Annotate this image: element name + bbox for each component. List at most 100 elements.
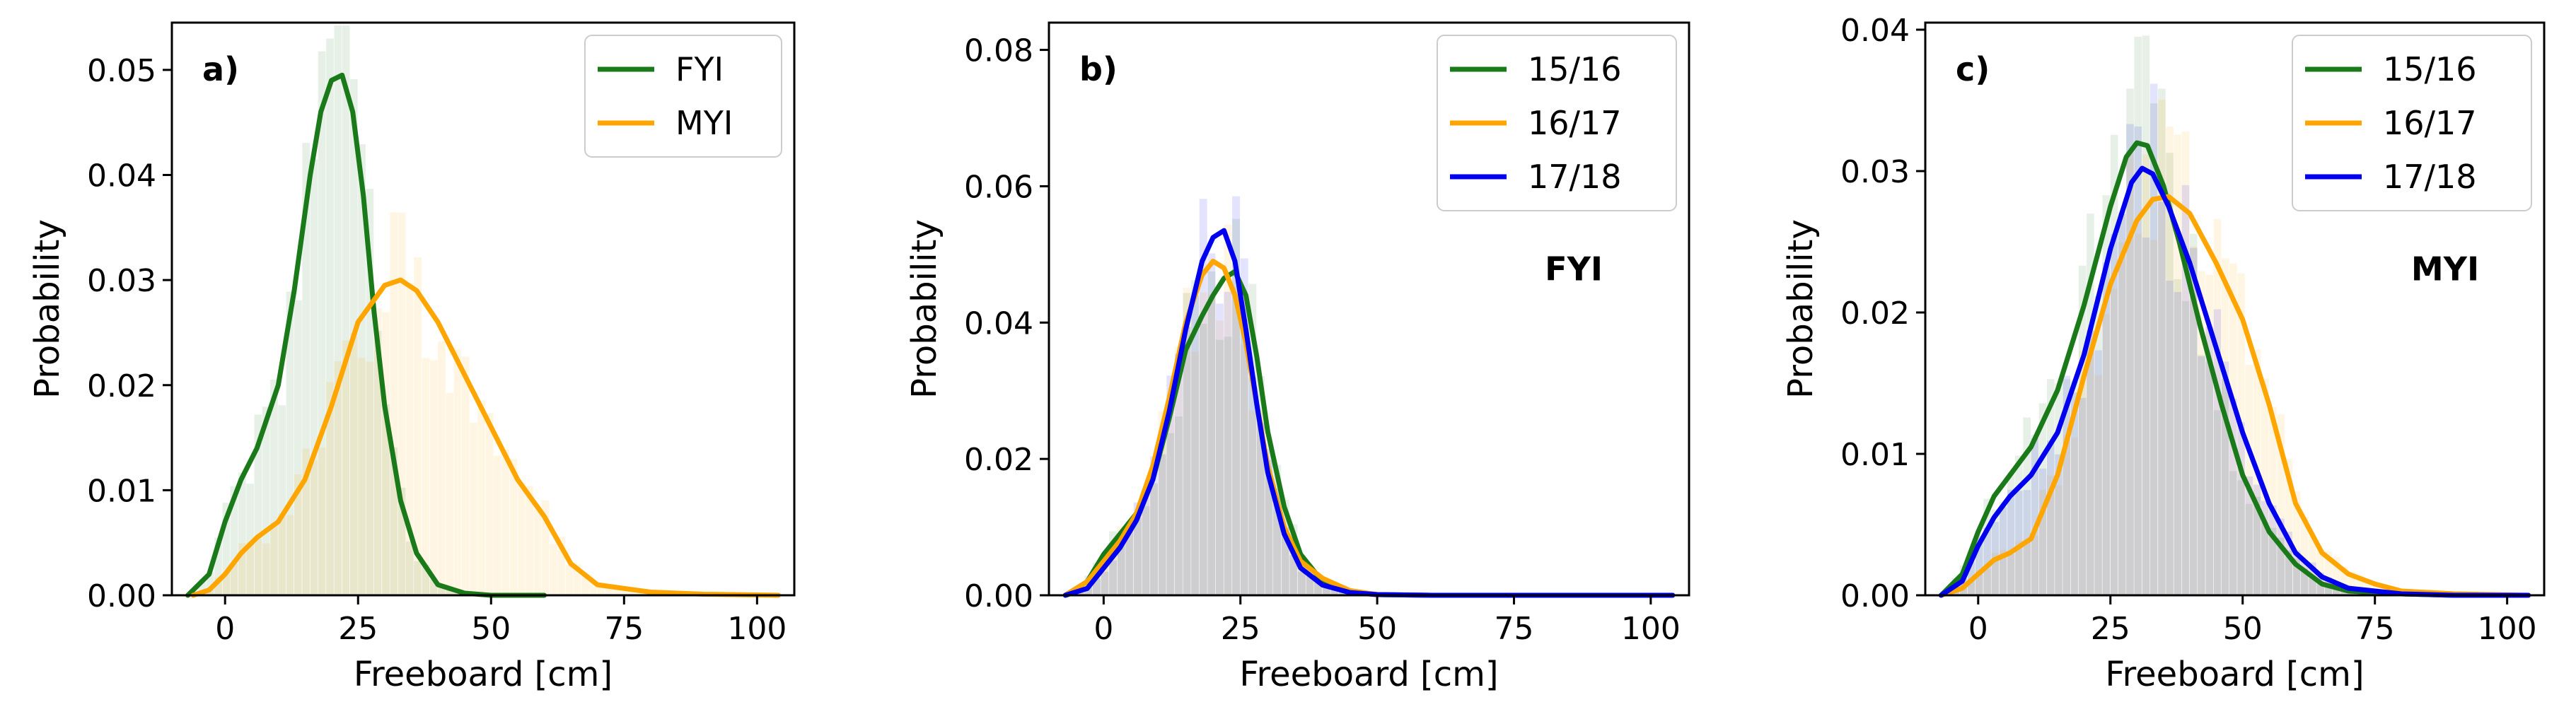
histogram-bar bbox=[1281, 499, 1289, 595]
histogram-bar bbox=[2245, 365, 2253, 595]
y-tick-label: 0.01 bbox=[1840, 437, 1910, 473]
histogram-bar bbox=[429, 579, 438, 595]
histogram-bar bbox=[358, 358, 366, 595]
histogram-bar bbox=[1125, 529, 1134, 595]
histogram-bar bbox=[1314, 580, 1323, 595]
x-tick-label: 50 bbox=[2223, 611, 2263, 647]
histogram-bar bbox=[405, 541, 414, 595]
histogram-bar bbox=[1101, 554, 1109, 595]
histogram-bar bbox=[1183, 288, 1191, 595]
histogram-bar bbox=[1150, 484, 1159, 595]
histogram-bar bbox=[294, 474, 302, 595]
histogram-bar bbox=[1117, 540, 1125, 595]
y-tick-label: 0.03 bbox=[87, 263, 156, 299]
panel-a-tag: a) bbox=[202, 50, 239, 88]
histogram-bar bbox=[318, 51, 326, 596]
histogram-bar bbox=[1125, 521, 1134, 595]
histogram-bar bbox=[1150, 483, 1159, 595]
histogram-bar bbox=[1174, 346, 1183, 595]
histogram-bar bbox=[1142, 492, 1150, 595]
histogram-bar bbox=[2198, 356, 2205, 595]
histogram-bar bbox=[2269, 505, 2277, 595]
histogram-bar bbox=[414, 257, 422, 595]
histogram-bar bbox=[2007, 554, 2015, 595]
histogram-bar bbox=[2166, 280, 2174, 595]
histogram-bar bbox=[390, 212, 398, 595]
histogram-bar bbox=[2023, 417, 2031, 595]
histogram-bar bbox=[2285, 550, 2293, 595]
histogram-bar bbox=[2245, 476, 2253, 595]
histogram-bar bbox=[2253, 496, 2261, 595]
histogram-bar bbox=[2110, 234, 2118, 595]
histogram-bar bbox=[1240, 258, 1248, 595]
histogram-bar bbox=[2205, 327, 2213, 595]
histogram-bar bbox=[2285, 532, 2293, 595]
histogram-bar bbox=[342, 340, 350, 595]
histogram-bar bbox=[1174, 416, 1183, 595]
series-line-myi bbox=[190, 277, 781, 598]
legend-box bbox=[1437, 35, 1677, 211]
histogram-bar bbox=[2015, 491, 2023, 595]
histogram-bar bbox=[2062, 375, 2070, 595]
histogram-bar bbox=[2229, 263, 2237, 595]
histogram-bar bbox=[2110, 288, 2118, 595]
histogram-bar bbox=[2158, 201, 2166, 595]
histogram-bar bbox=[1215, 339, 1224, 595]
histogram-bar bbox=[1256, 423, 1265, 595]
histogram-bar bbox=[2181, 300, 2190, 595]
series-line-16-17 bbox=[1938, 194, 2531, 598]
histogram-bar bbox=[1240, 344, 1248, 595]
histogram-bar bbox=[1224, 337, 1232, 595]
histogram-bar bbox=[613, 588, 621, 595]
panel-c-y-ticks: 0.00 0.01 0.02 0.03 0.04 bbox=[1840, 13, 1925, 614]
histogram-bar bbox=[2174, 292, 2182, 595]
histogram-bar bbox=[2142, 154, 2150, 595]
histogram-bar bbox=[198, 579, 207, 595]
histogram-bar bbox=[2007, 489, 2015, 595]
histogram-bar bbox=[1975, 535, 1983, 595]
histogram-bar bbox=[2213, 410, 2222, 595]
histogram-bar bbox=[2094, 350, 2102, 595]
histogram-bar bbox=[2261, 522, 2269, 595]
histogram-bar bbox=[1991, 553, 2000, 595]
histogram-bar bbox=[509, 459, 518, 595]
histogram-bar bbox=[2237, 480, 2245, 595]
panel-a-histogram bbox=[198, 25, 677, 596]
histogram-bar bbox=[1330, 590, 1339, 595]
histogram-bar bbox=[2015, 455, 2023, 595]
histogram-bar bbox=[1983, 527, 1991, 595]
histogram-bar bbox=[2070, 381, 2079, 595]
x-tick-label: 75 bbox=[2355, 611, 2395, 647]
panel-b-annotation: FYI bbox=[1545, 250, 1603, 288]
histogram-bar bbox=[1999, 507, 2007, 595]
histogram-bar bbox=[1199, 324, 1207, 595]
x-tick-label: 0 bbox=[1093, 611, 1113, 647]
histogram-bar bbox=[1232, 287, 1241, 595]
series-line-17-18 bbox=[1938, 165, 2531, 598]
histogram-bar bbox=[1133, 513, 1142, 595]
histogram-bar bbox=[405, 283, 414, 595]
histogram-bar bbox=[2340, 566, 2348, 595]
panel-c-tag: c) bbox=[1956, 50, 1990, 88]
histogram-bar bbox=[1983, 568, 1991, 595]
histogram-bar bbox=[1117, 541, 1125, 595]
histogram-bar bbox=[2158, 100, 2166, 596]
histogram-bar bbox=[1142, 498, 1150, 595]
histogram-bar bbox=[1322, 583, 1330, 595]
x-tick-label: 25 bbox=[338, 611, 378, 647]
histogram-bar bbox=[461, 356, 470, 595]
histogram-bar bbox=[1101, 555, 1109, 595]
histogram-bar bbox=[1991, 509, 2000, 595]
histogram-bar bbox=[2221, 258, 2229, 595]
histogram-bar bbox=[2142, 35, 2150, 596]
histogram-bar bbox=[438, 584, 446, 595]
panel-b-legend: 15/16 16/17 17/18 bbox=[1437, 35, 1677, 211]
histogram-bar bbox=[2078, 265, 2087, 595]
histogram-bar bbox=[1109, 531, 1118, 595]
panel-b-lines bbox=[1062, 228, 1676, 598]
histogram-bar bbox=[2277, 414, 2285, 595]
histogram-bar bbox=[2031, 535, 2039, 595]
histogram-bar bbox=[1256, 376, 1265, 595]
histogram-bar bbox=[1183, 327, 1191, 595]
